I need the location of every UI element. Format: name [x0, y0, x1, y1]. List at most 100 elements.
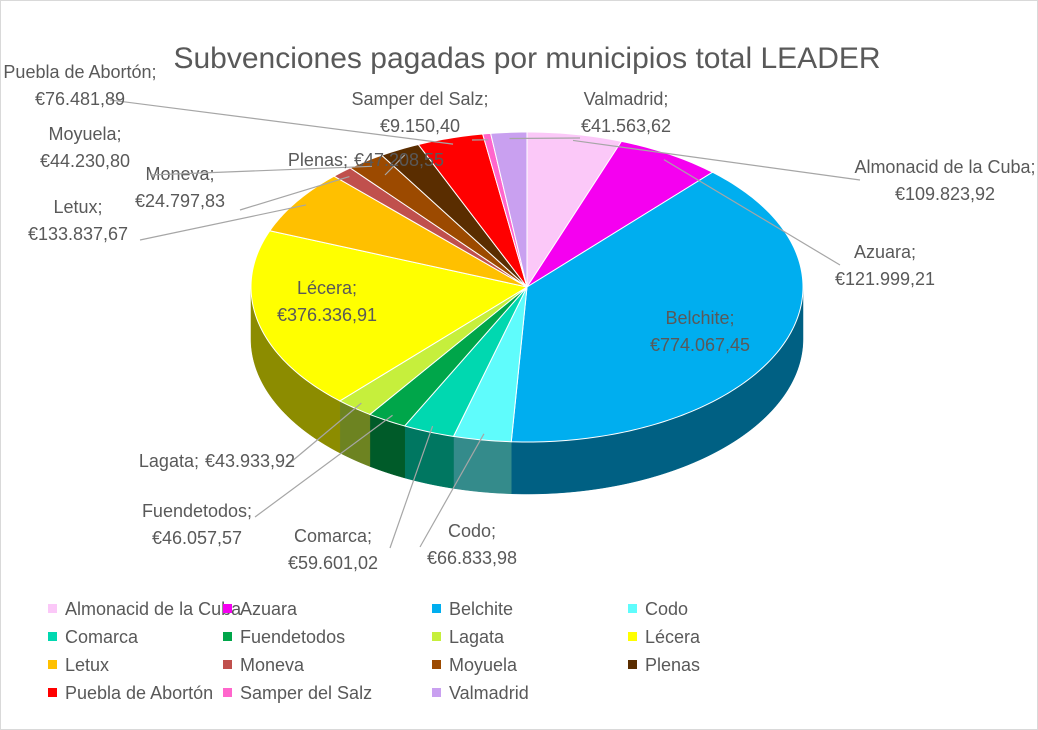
- data-label: Moyuela; €44.230,80: [40, 124, 130, 171]
- data-label-separator: ;: [352, 278, 357, 298]
- pie-slice: [380, 143, 528, 288]
- leader-line: [663, 159, 841, 266]
- data-label-value: €47.208,55: [354, 150, 444, 170]
- data-label-separator: ;: [1031, 157, 1036, 177]
- legend-marker: [628, 632, 637, 641]
- legend-label: Azuara: [240, 599, 298, 619]
- data-label-value: €9.150,40: [380, 116, 460, 136]
- data-label-name: Moyuela: [48, 124, 117, 144]
- leader-line: [389, 425, 434, 549]
- data-label-name: Lagata: [139, 451, 195, 471]
- legend-marker: [48, 688, 57, 697]
- data-label-value: €59.601,02: [288, 553, 378, 573]
- data-label-value: €133.837,67: [28, 224, 128, 244]
- leader-line: [254, 414, 393, 518]
- data-label: Azuara; €121.999,21: [835, 242, 935, 289]
- pie-slice: [368, 286, 528, 427]
- data-label-value: €66.833,98: [427, 548, 517, 568]
- legend-marker: [432, 660, 441, 669]
- legend-label: Belchite: [449, 599, 513, 619]
- legend-marker: [432, 688, 441, 697]
- pie-slice: [403, 286, 528, 437]
- data-label: Fuendetodos; €46.057,57: [142, 501, 252, 548]
- legend-marker: [48, 660, 57, 669]
- leader-line: [509, 137, 581, 140]
- data-label-separator: ;: [663, 89, 668, 109]
- legend-label: Lagata: [449, 627, 505, 647]
- leader-line: [139, 204, 307, 241]
- data-label-name: Almonacid de la Cuba: [854, 157, 1031, 177]
- data-label: Almonacid de la Cuba; €109.823,92: [854, 157, 1035, 204]
- data-label: Lécera; €376.336,91: [277, 278, 377, 325]
- chart-title: Subvenciones pagadas por municipios tota…: [173, 42, 880, 75]
- data-label-name: Valmadrid: [584, 89, 664, 109]
- legend-marker: [628, 660, 637, 669]
- data-label-value: €46.057,57: [152, 528, 242, 548]
- legend-label: Letux: [65, 655, 109, 675]
- data-label-separator: ;: [484, 89, 489, 109]
- legend-marker: [432, 604, 441, 613]
- pie-slice: [338, 286, 528, 416]
- data-label-separator: ;: [247, 501, 252, 521]
- legend-label: Plenas: [645, 655, 700, 675]
- legend-label: Valmadrid: [449, 683, 529, 703]
- data-label-value: €121.999,21: [835, 269, 935, 289]
- data-label-name: Letux: [53, 197, 97, 217]
- legend-label: Comarca: [65, 627, 139, 647]
- data-label-separator: ;: [194, 451, 199, 471]
- pie-slice: [417, 133, 528, 288]
- leader-line: [149, 165, 373, 176]
- pie-side: [453, 436, 512, 495]
- data-label-name: Plenas: [288, 150, 343, 170]
- legend-marker: [432, 632, 441, 641]
- pie-slice: [452, 286, 528, 443]
- leader-line: [419, 433, 485, 548]
- data-label: Letux; €133.837,67: [28, 197, 128, 244]
- data-label-name: Codo: [448, 521, 491, 541]
- leader-line: [239, 176, 350, 211]
- data-label: Valmadrid; €41.563,62: [581, 89, 671, 136]
- data-label-name: Azuara: [854, 242, 912, 262]
- legend-label: Moneva: [240, 655, 305, 675]
- legend-marker: [223, 632, 232, 641]
- legend-marker: [48, 604, 57, 613]
- data-label-separator: ;: [343, 150, 348, 170]
- leader-line: [284, 402, 362, 468]
- data-label: Lagata; €43.933,92: [139, 451, 295, 471]
- data-label-name: Lécera: [297, 278, 353, 298]
- legend-marker: [628, 604, 637, 613]
- data-label-separator: ;: [911, 242, 916, 262]
- data-label: Comarca; €59.601,02: [288, 526, 378, 573]
- data-label-separator: ;: [730, 308, 735, 328]
- legend-label: Samper del Salz: [240, 683, 372, 703]
- legend-marker: [223, 688, 232, 697]
- data-label-value: €774.067,45: [650, 335, 750, 355]
- data-label: Belchite; €774.067,45: [650, 308, 750, 355]
- data-label-value: €376.336,91: [277, 305, 377, 325]
- pie-slice: [510, 171, 804, 443]
- leader-line: [109, 99, 454, 145]
- legend-label: Puebla de Abortón: [65, 683, 213, 703]
- data-label-separator: ;: [491, 521, 496, 541]
- data-label-value: €43.933,92: [205, 451, 295, 471]
- data-label: Samper del Salz; €9.150,40: [351, 89, 488, 136]
- data-label-value: €109.823,92: [895, 184, 995, 204]
- legend-marker: [223, 604, 232, 613]
- data-label: Puebla de Abortón; €76.481,89: [3, 62, 156, 109]
- data-label: Plenas; €47.208,55: [288, 150, 444, 170]
- pie: [250, 131, 804, 495]
- legend-label: Fuendetodos: [240, 627, 345, 647]
- legend-label: Codo: [645, 599, 688, 619]
- data-label-name: Fuendetodos: [142, 501, 247, 521]
- data-label-separator: ;: [117, 124, 122, 144]
- data-label-separator: ;: [367, 526, 372, 546]
- data-label-value: €41.563,62: [581, 116, 671, 136]
- pie-slice: [268, 175, 528, 288]
- pie-slice: [526, 131, 623, 289]
- data-label-separator: ;: [98, 197, 103, 217]
- data-label-name: Puebla de Abortón: [3, 62, 151, 82]
- legend-label: Moyuela: [449, 655, 518, 675]
- data-label-name: Belchite: [665, 308, 729, 328]
- leader-line: [572, 139, 861, 181]
